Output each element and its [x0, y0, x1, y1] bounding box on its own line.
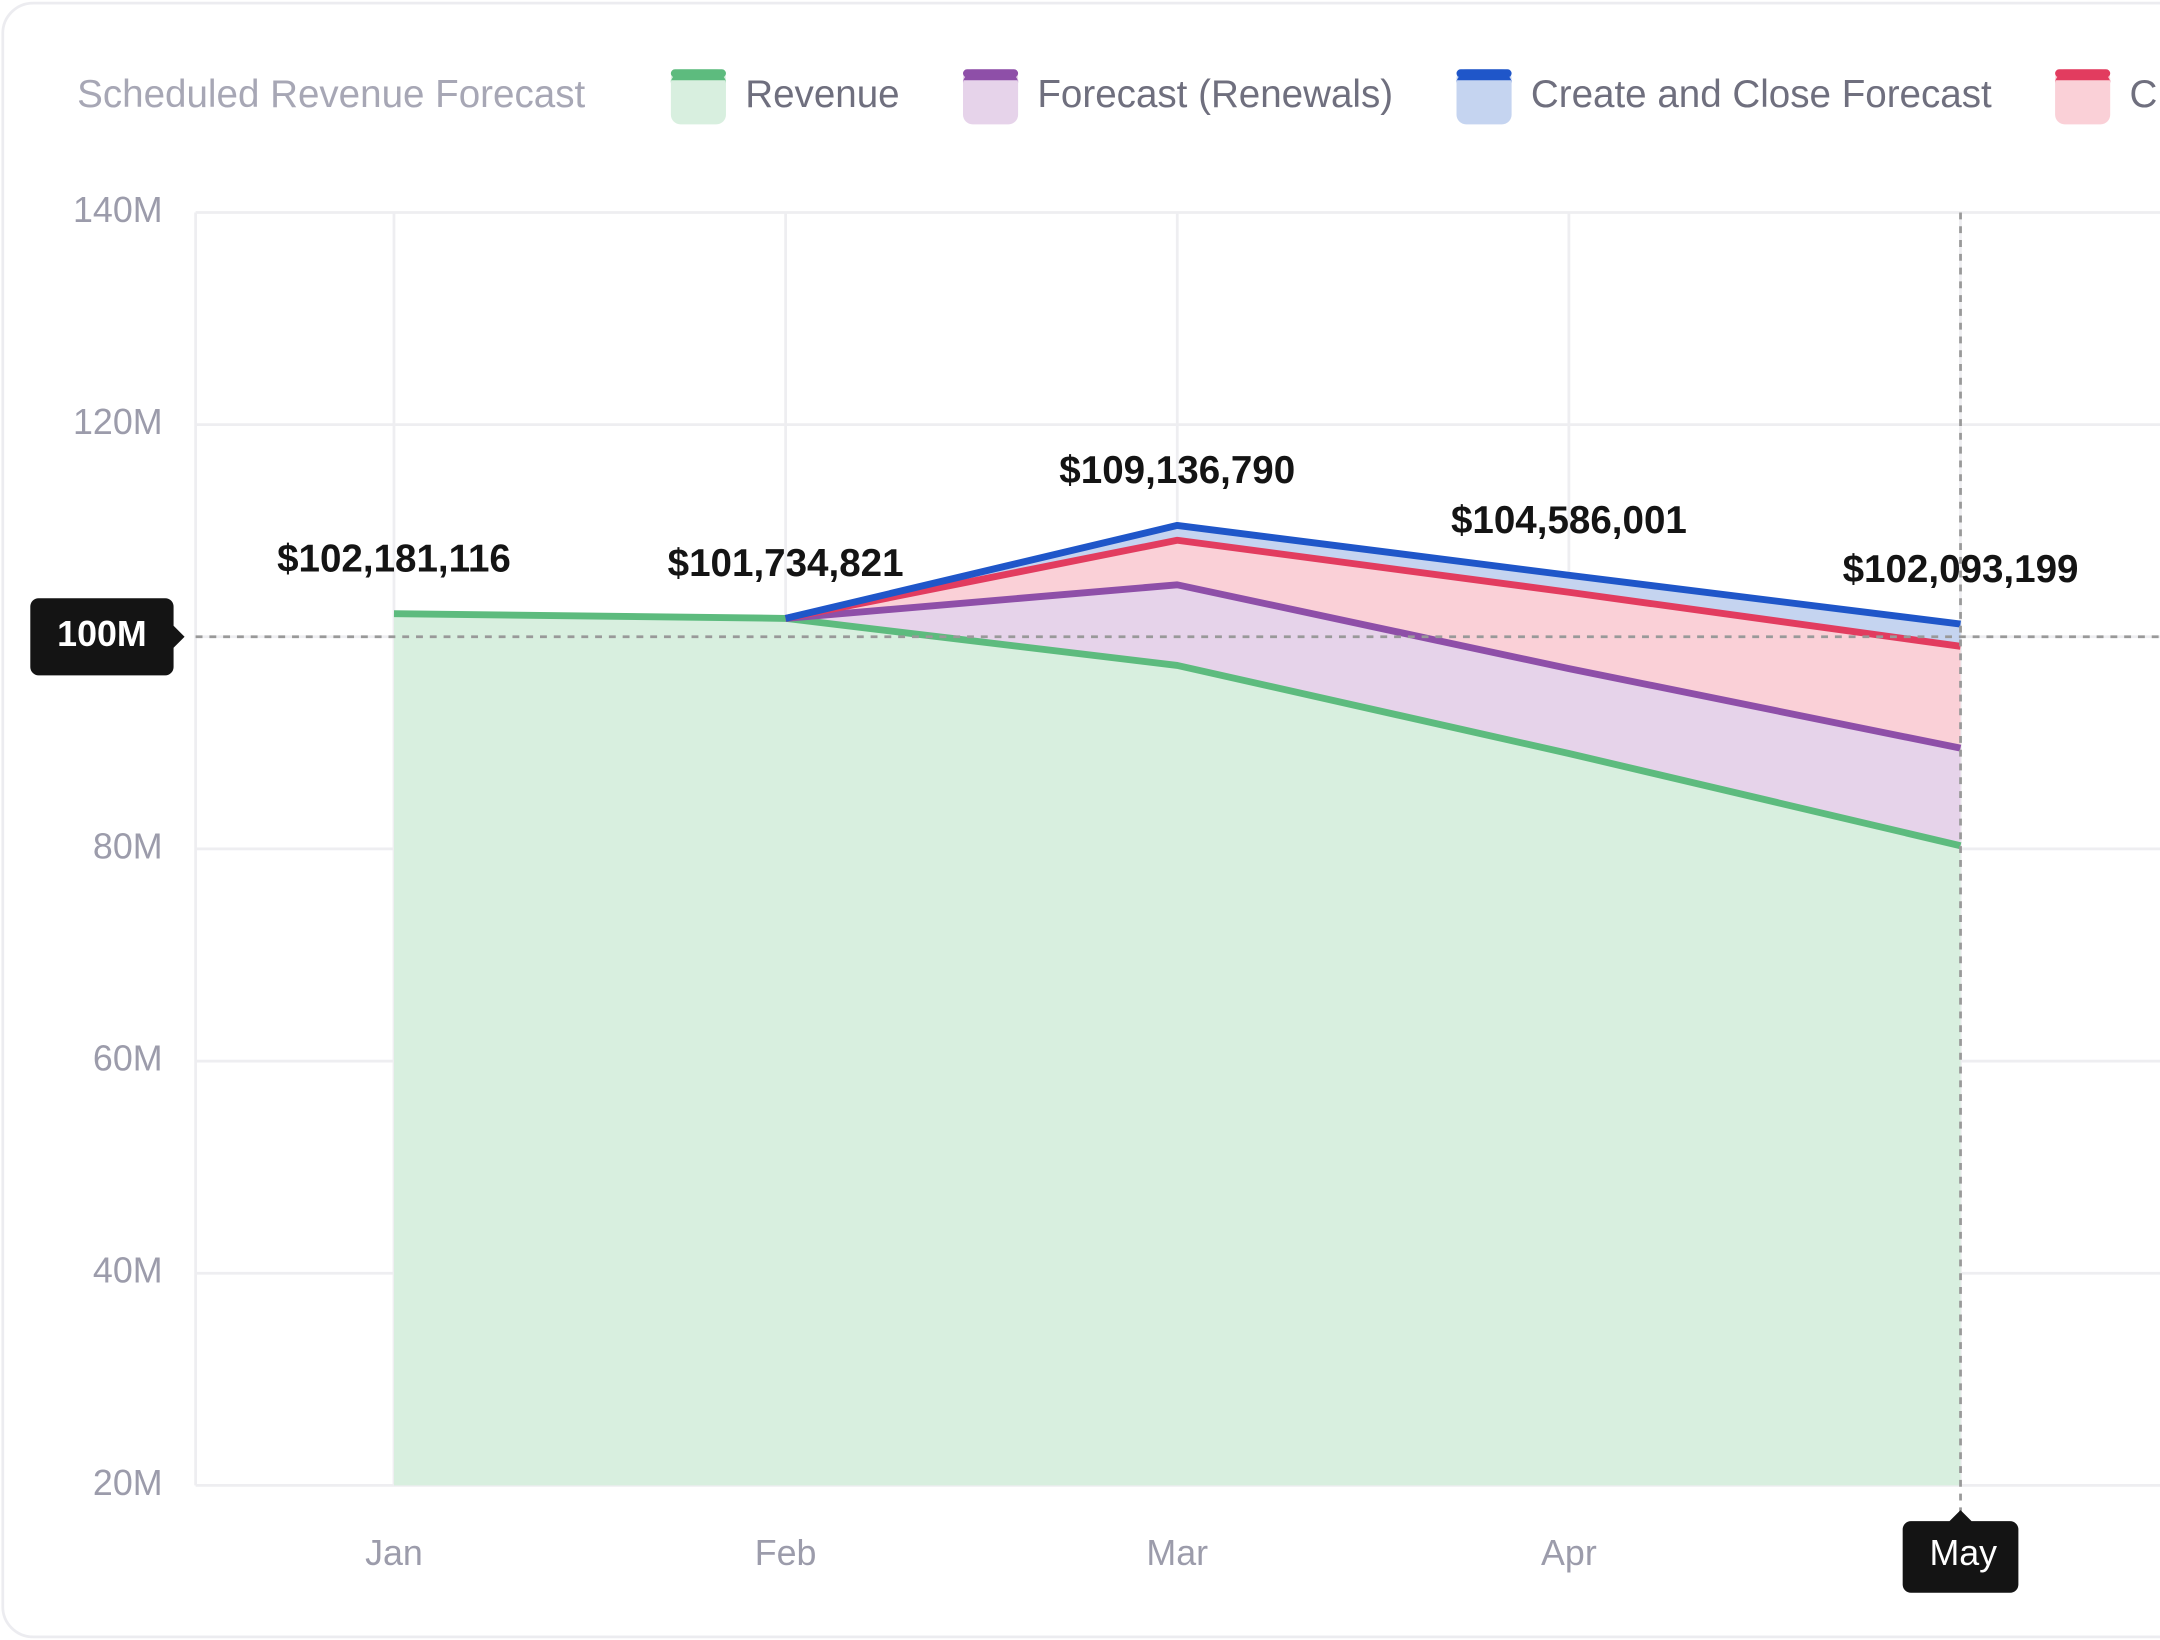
x-tick-label: Feb — [755, 1533, 817, 1573]
y-highlight-label: 100M — [57, 614, 147, 654]
y-highlight-badge — [30, 598, 185, 676]
legend-swatch-top — [1456, 69, 1512, 78]
y-tick-label: 20M — [93, 1463, 163, 1503]
data-label: $102,093,199 — [1843, 548, 2079, 591]
line — [784, 521, 1961, 628]
x-tick-label: Apr — [1541, 1533, 1597, 1573]
legend-item: C — [2055, 69, 2157, 125]
y-tick-label: 40M — [93, 1251, 163, 1291]
legend-swatch-top — [670, 69, 726, 78]
x-tick-label: Jan — [365, 1533, 423, 1573]
y-tick-label: 60M — [93, 1039, 163, 1079]
x-tick-label: Mar — [1146, 1533, 1208, 1573]
area — [785, 584, 1961, 846]
data-label: $101,734,821 — [668, 542, 904, 585]
legend-swatch — [2055, 69, 2111, 125]
chart-title: Scheduled Revenue Forecast — [77, 73, 585, 116]
data-label: $109,136,790 — [1059, 449, 1295, 492]
y-tick-label: 120M — [73, 402, 163, 442]
y-tick-label: 80M — [93, 826, 163, 866]
line — [785, 581, 1962, 752]
legend-item: Forecast (Renewals) — [962, 69, 1393, 125]
legend-swatch-top — [962, 69, 1019, 78]
data-label: $102,181,116 — [277, 537, 511, 580]
area — [393, 613, 1961, 1486]
legend-swatch — [962, 69, 1019, 125]
area — [785, 525, 1961, 647]
line — [784, 536, 1962, 650]
x-tick-label: May — [1929, 1533, 1997, 1573]
legend-swatch-top — [2055, 69, 2111, 78]
legend-swatch — [670, 69, 726, 125]
legend-swatch — [1456, 69, 1512, 125]
data-label: $104,586,001 — [1451, 499, 1687, 542]
legend-label: Create and Close Forecast — [1531, 73, 1992, 116]
y-tick-label: 140M — [73, 190, 163, 230]
legend-item: Revenue — [670, 69, 900, 125]
x-highlight-badge — [1902, 1510, 2019, 1593]
legend-label: Revenue — [745, 73, 899, 116]
legend-label: Forecast (Renewals) — [1037, 73, 1393, 116]
legend-label: C — [2129, 73, 2157, 116]
legend-item: Create and Close Forecast — [1456, 69, 1992, 125]
line — [393, 610, 1962, 850]
